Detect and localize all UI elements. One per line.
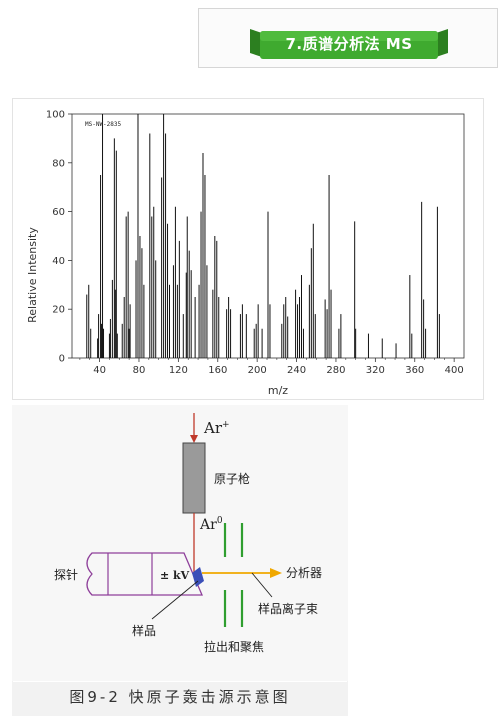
ar-plus-label: Ar+ xyxy=(203,419,230,437)
atom-gun xyxy=(182,442,206,514)
ion-beam-label: 样品离子束 xyxy=(258,601,318,616)
x-tick-label-240: 240 xyxy=(287,365,306,376)
x-tick-label-320: 320 xyxy=(366,365,385,376)
spectrum-sample-id: MS-NW-2835 xyxy=(85,121,122,128)
y-axis-label: Relative Intensity xyxy=(26,227,39,323)
analyzer-label: 分析器 xyxy=(286,566,322,580)
y-tick-label-80: 80 xyxy=(52,158,65,169)
caption-band xyxy=(12,682,348,716)
x-axis-label: m/z xyxy=(268,384,288,397)
y-tick-label-20: 20 xyxy=(52,305,65,316)
mass-spectrum-chart: 40 80 120 160 200 240 280 320 360 400 0 20 40 60 80 100… xyxy=(26,110,465,397)
ion-beam-leader xyxy=(251,572,273,598)
figure-caption: 图9-2 快原子轰击源示意图 xyxy=(69,688,291,706)
probe-body xyxy=(86,552,203,596)
x-tick-label-360: 360 xyxy=(405,365,424,376)
x-tick-label-280: 280 xyxy=(326,365,345,376)
x-tick-label-40: 40 xyxy=(93,365,106,376)
atom-gun-label: 原子枪 xyxy=(214,471,250,486)
fab-source-diagram: Ar+ 原子枪 Ar0 探针 ± kV 分析器 样品离子束 样品 拉出和聚焦 xyxy=(12,405,348,715)
title-banner xyxy=(250,29,448,59)
y-tick-label-60: 60 xyxy=(52,207,65,218)
banner-title: 7.质谱分析法 MS xyxy=(285,35,413,53)
y-tick-label-100: 100 xyxy=(46,110,65,121)
extract-focus-label: 拉出和聚焦 xyxy=(204,639,264,654)
ar-ion-arrowhead xyxy=(190,435,198,443)
ion-beam-arrowhead xyxy=(270,568,282,578)
x-tick-label-200: 200 xyxy=(248,365,267,376)
ar-zero-label: Ar0 xyxy=(199,516,223,533)
sample-leader xyxy=(151,580,199,620)
x-tick-label-160: 160 xyxy=(208,365,227,376)
y-tick-label-0: 0 xyxy=(59,354,65,365)
y-tick-label-40: 40 xyxy=(52,256,65,267)
x-tick-label-400: 400 xyxy=(445,365,464,376)
sample-spot xyxy=(192,567,204,587)
x-tick-label-80: 80 xyxy=(133,365,146,376)
sample-label: 样品 xyxy=(132,623,156,638)
probe-label: 探针 xyxy=(54,567,78,582)
voltage-label: ± kV xyxy=(160,569,190,582)
x-tick-label-120: 120 xyxy=(169,365,188,376)
